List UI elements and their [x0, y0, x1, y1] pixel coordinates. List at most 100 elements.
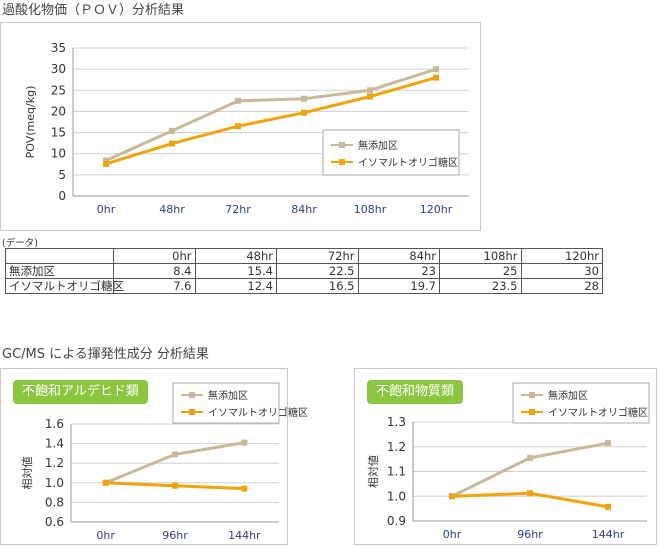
data-point — [301, 109, 307, 116]
table-cell: 12.4 — [194, 278, 277, 294]
y-tick-label: 30 — [51, 62, 66, 76]
data-point — [433, 74, 439, 81]
series-line-2 — [105, 76, 437, 166]
table-cell: 25 — [439, 263, 522, 279]
legend-label: イソマルトオリゴ糖区 — [548, 406, 648, 419]
legend-marker — [339, 159, 345, 165]
y-tick-label: 20 — [51, 104, 66, 118]
data-point — [103, 157, 109, 164]
y-tick-label: 1.4 — [45, 437, 64, 451]
data-point — [367, 93, 373, 100]
series-line-1 — [451, 441, 609, 498]
table-header-row: 0hr 48hr 72hr 84hr 108hr 120hr — [5, 248, 603, 264]
y-tick-label: 25 — [51, 83, 66, 97]
table-cell: 15.4 — [194, 263, 277, 279]
table-cell: 84hr — [357, 248, 440, 264]
gcms-title: GC/MS による揮発性成分 分析結果 — [2, 347, 209, 362]
data-point — [241, 485, 248, 492]
data-point — [527, 490, 533, 497]
table-cell: 120hr — [520, 248, 603, 264]
pov-chart-panel: 0 5 10 15 20 25 30 35 0hr 48hr 72hr 84hr 108hr 120hr P… — [0, 22, 481, 231]
aldehyde-chart-panel: 0.6 0.8 1.0 1.2 1.4 1.6 0hr 96hr 144hr 相対値 無添加区 イソマ… — [0, 368, 308, 545]
table-cell: 48hr — [194, 248, 277, 264]
table-cell: 23.5 — [439, 278, 522, 294]
table-cell: 30 — [520, 263, 603, 279]
table-cell: 23 — [357, 263, 440, 279]
table-row-header: 無添加区 — [5, 263, 114, 279]
y-tick-label: 0 — [58, 189, 66, 203]
x-tick-label: 108hr — [354, 203, 387, 216]
y-tick-label: 1.3 — [387, 415, 406, 429]
y-tick-label: 1.2 — [387, 440, 406, 454]
x-tick-label: 0hr — [443, 528, 462, 541]
y-axis-label: 相対値 — [20, 457, 34, 490]
x-tick-label: 84hr — [291, 203, 317, 216]
table-row-header: イソマルトオリゴ糖区 — [5, 278, 124, 294]
x-tick-label: 120hr — [420, 203, 453, 216]
y-tick-label: 0.8 — [45, 495, 64, 509]
aldehyde-badge: 不飽和アルデヒド類 — [13, 380, 148, 404]
y-tick-label: 10 — [51, 147, 66, 161]
x-tick-label: 144hr — [228, 529, 261, 542]
data-point — [449, 493, 455, 500]
y-axis-label: 相対値 — [366, 455, 380, 488]
legend-box — [322, 129, 460, 176]
y-tick-label: 1.2 — [45, 456, 64, 470]
legend-label: 無添加区 — [208, 389, 248, 402]
table-cell: 19.7 — [357, 278, 440, 294]
x-tick-label: 96hr — [162, 529, 188, 542]
table-cell: 7.6 — [113, 278, 196, 294]
table-caption: (データ) — [2, 238, 38, 249]
table-cell: 108hr — [439, 248, 522, 264]
y-tick-label: 15 — [51, 126, 66, 140]
pov-chart: 0 5 10 15 20 25 30 35 0hr 48hr 72hr 84hr 108hr 120hr P… — [24, 41, 469, 216]
data-point — [301, 95, 307, 102]
y-tick-label: 5 — [58, 168, 66, 182]
x-tick-label: 48hr — [159, 203, 185, 216]
data-point — [605, 440, 611, 447]
unsaturated-chart: 0.9 1.0 1.1 1.2 1.3 0hr 96hr 144hr 相対値 無添加区イソマルトオ… — [366, 382, 650, 541]
data-point — [241, 439, 248, 446]
legend-marker — [529, 409, 535, 415]
y-tick-label: 35 — [51, 41, 66, 55]
unsaturated-badge: 不飽和物質類 — [367, 380, 464, 404]
table-cell: 0hr — [113, 248, 196, 264]
data-point — [433, 66, 439, 73]
data-point — [169, 140, 175, 147]
data-point — [102, 479, 109, 486]
table-cell: 8.4 — [113, 263, 196, 279]
y-tick-label: 1.0 — [45, 476, 64, 490]
legend-label: イソマルトオリゴ糖区 — [358, 156, 458, 169]
y-axis-label: POV(meq/kg) — [24, 86, 37, 159]
table-cell: 22.5 — [276, 263, 359, 279]
table-row-header — [5, 248, 114, 264]
series-line-1 — [105, 67, 437, 162]
legend-box — [172, 382, 280, 424]
y-tick-label: 0.9 — [387, 514, 406, 528]
data-point — [527, 454, 533, 461]
legend-marker — [189, 409, 195, 415]
table-row: 無添加区 8.4 15.4 22.5 23 25 30 — [5, 263, 603, 279]
table-cell: 28 — [520, 278, 603, 294]
pov-title: 過酸化物価（ＰＯＶ）分析結果 — [2, 3, 185, 18]
legend-label: 無添加区 — [548, 389, 588, 402]
data-point — [235, 97, 241, 104]
data-point — [172, 482, 178, 489]
x-tick-label: 0hr — [96, 529, 115, 542]
x-tick-label: 144hr — [592, 528, 625, 541]
pov-data-table: 0hr 48hr 72hr 84hr 108hr 120hr 無添加区 8.4 15.4 22.5… — [5, 248, 603, 294]
data-point — [169, 127, 175, 134]
data-point — [172, 451, 178, 458]
y-tick-label: 1.0 — [387, 489, 406, 503]
y-tick-label: 1.1 — [387, 465, 406, 479]
legend-box — [512, 382, 650, 424]
legend-label: 無添加区 — [358, 139, 398, 152]
data-point — [235, 123, 241, 130]
unsaturated-chart-panel: 0.9 1.0 1.1 1.2 1.3 0hr 96hr 144hr 相対値 無添加区 イソマルトオ… — [354, 368, 657, 545]
legend-marker — [339, 142, 345, 148]
table-cell: 72hr — [276, 248, 359, 264]
data-point — [605, 503, 611, 510]
aldehyde-chart: 0.6 0.8 1.0 1.2 1.4 1.6 0hr 96hr 144hr 相対値 無添加区イソマ… — [20, 382, 308, 542]
data-point — [367, 87, 373, 94]
x-tick-label: 72hr — [225, 203, 251, 216]
